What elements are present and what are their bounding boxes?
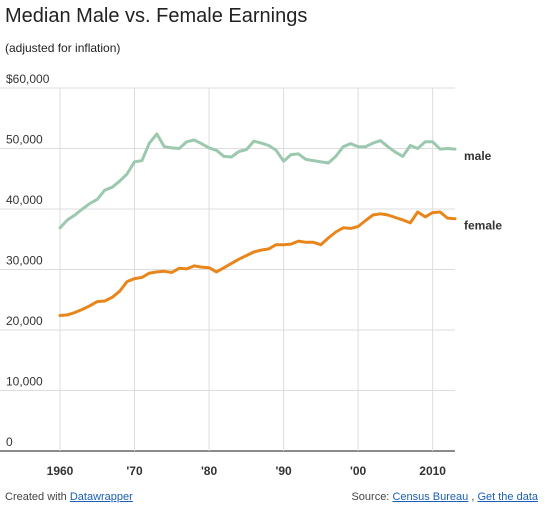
x-tick-label: 2010: [419, 464, 446, 478]
credit-prefix: Created with: [5, 491, 67, 503]
x-tick-label: 1960: [47, 464, 74, 478]
credit-line: Created with Datawrapper: [5, 491, 133, 503]
x-axis-ticks: 1960 '70 '80 '90 '00 2010: [47, 464, 447, 478]
y-tick-label: 50,000: [6, 133, 43, 147]
y-tick-label: 20,000: [6, 314, 43, 328]
get-the-data-link[interactable]: Get the data: [477, 491, 538, 503]
x-tick-label: '90: [275, 464, 292, 478]
x-tick-label: '70: [126, 464, 143, 478]
census-bureau-link[interactable]: Census Bureau: [392, 491, 469, 503]
y-tick-label: 10,000: [6, 375, 43, 389]
series-label-male: male: [464, 149, 492, 163]
y-tick-label: $60,000: [6, 72, 50, 86]
x-tick-label: '80: [201, 464, 218, 478]
y-tick-label: 30,000: [6, 254, 43, 268]
datawrapper-link[interactable]: Datawrapper: [69, 491, 133, 503]
series-label-female: female: [464, 219, 502, 233]
series-line-male: [58, 132, 457, 230]
source-prefix: Source:: [351, 491, 390, 503]
source-line: Source: Census Bureau , Get the data: [351, 491, 538, 503]
source-separator: ,: [471, 491, 475, 503]
chart-subtitle: (adjusted for inflation): [5, 41, 121, 55]
series-labels: male female: [464, 149, 502, 233]
y-axis-ticks: $60,000 50,000 40,000 30,000 20,000 10,000 0: [6, 72, 50, 449]
series-lines: [58, 132, 457, 317]
y-tick-label: 40,000: [6, 193, 43, 207]
grid-lines: [0, 87, 455, 452]
chart-title: Median Male vs. Female Earnings: [5, 5, 308, 27]
series-line-female: [58, 210, 457, 317]
y-tick-label: 0: [6, 435, 13, 449]
x-tick-label: '00: [350, 464, 367, 478]
